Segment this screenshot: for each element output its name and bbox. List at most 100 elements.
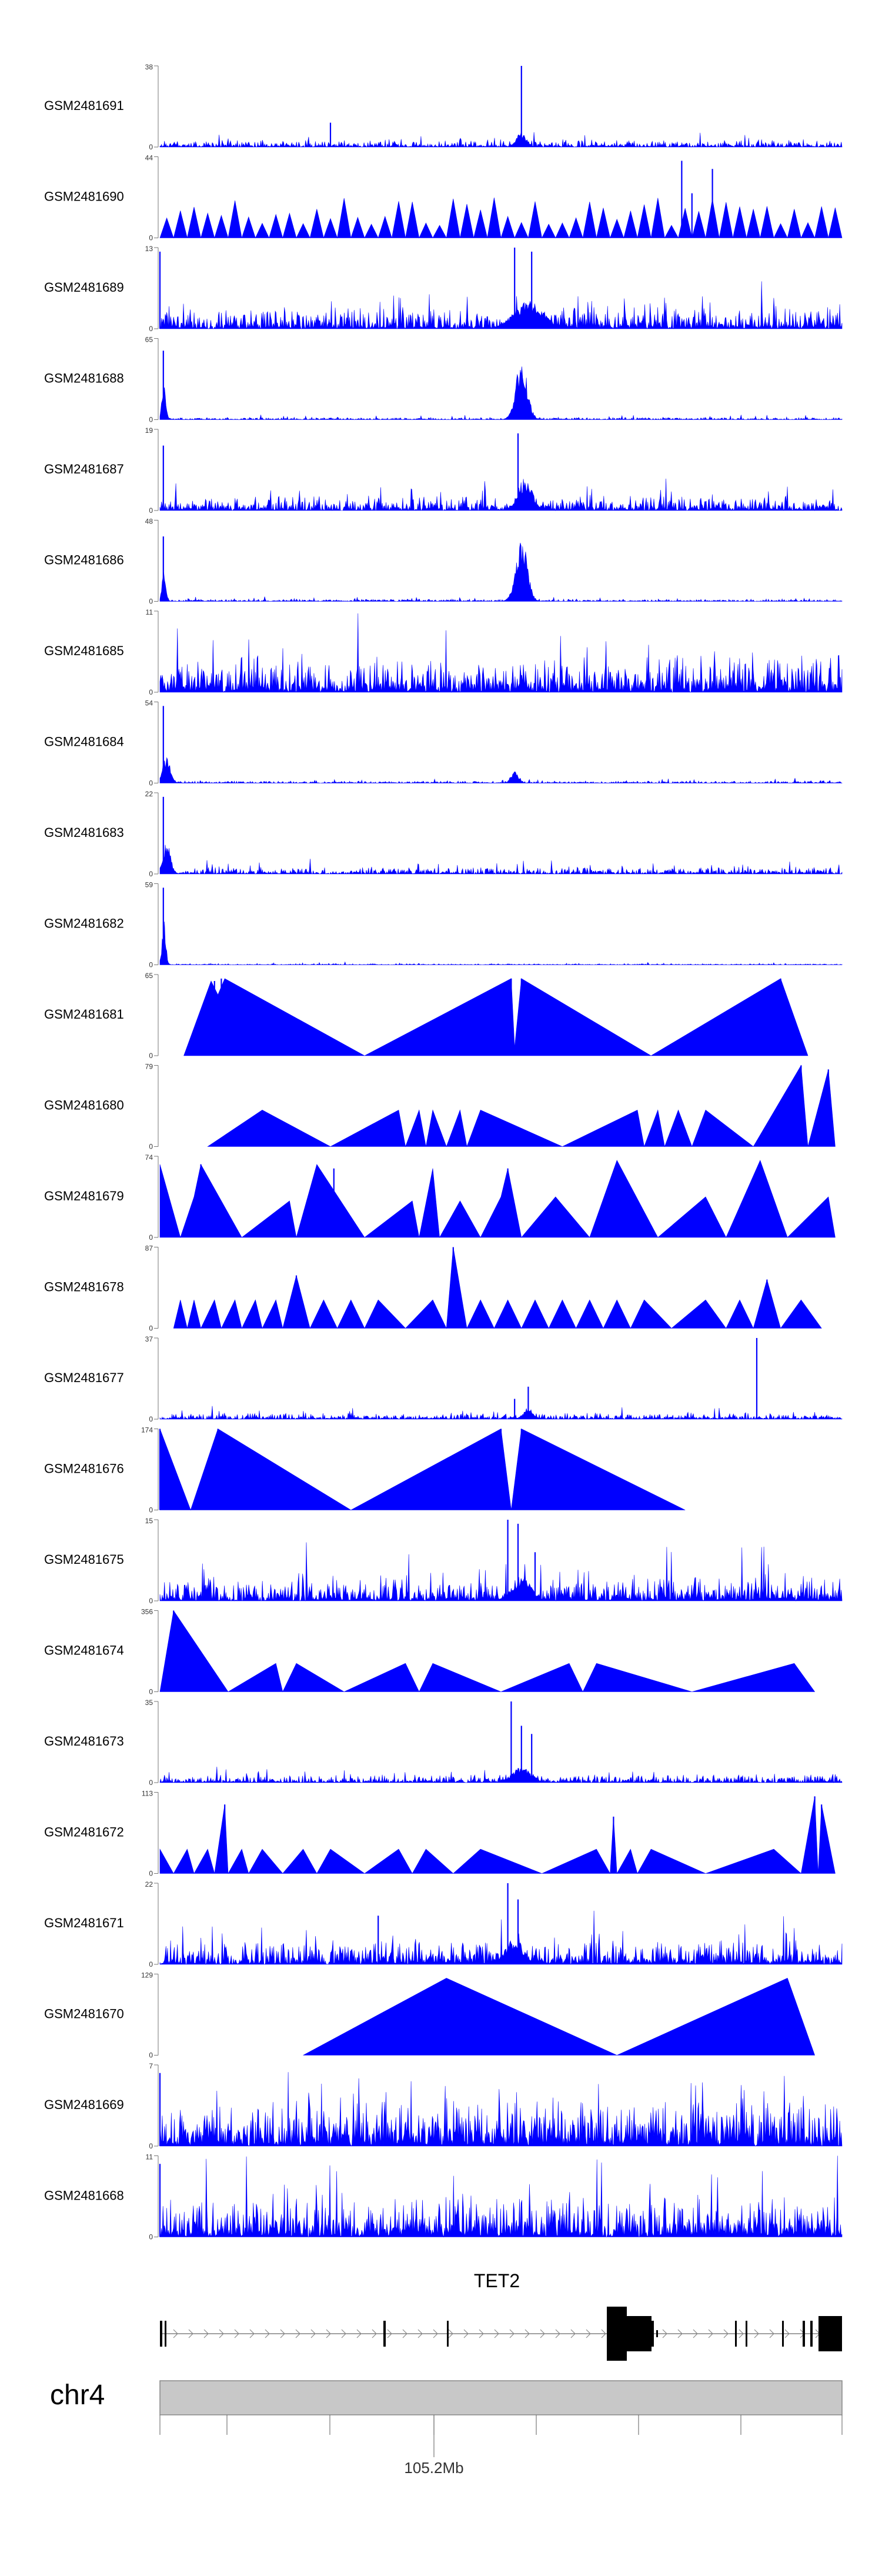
strand-arrow-icon [402, 2329, 407, 2338]
signal-area [159, 1406, 843, 1420]
y-min-label: 0 [149, 234, 153, 242]
strand-arrow-icon [173, 2329, 178, 2338]
track-label: GSM2481687 [44, 462, 124, 476]
strand-arrow-icon [479, 2329, 484, 2338]
strand-arrow-icon [188, 2329, 193, 2338]
track-GSM2481686: GSM2481686 48 0 [44, 518, 843, 606]
track-GSM2481671: GSM2481671 22 0 [44, 1880, 843, 1968]
strand-arrow-icon [708, 2329, 713, 2338]
signal-area [159, 1796, 836, 1874]
track-GSM2481675: GSM2481675 15 0 [44, 1517, 843, 1605]
y-min-label: 0 [149, 1324, 153, 1333]
chromosome-bar [159, 2380, 843, 2415]
exon [383, 2321, 386, 2347]
signal-area [159, 366, 843, 421]
signal-area [159, 921, 843, 966]
signal-area [159, 2155, 843, 2238]
strand-arrow-icon [265, 2329, 270, 2338]
y-max-label: 11 [146, 608, 153, 616]
signal-area [159, 2072, 843, 2147]
strand-arrow-icon [372, 2329, 377, 2338]
chromosome-ideogram: chr4 105.2Mb [50, 2380, 843, 2477]
exon [652, 2321, 654, 2347]
track-label: GSM2481675 [44, 1552, 124, 1567]
y-max-label: 7 [149, 2062, 153, 2070]
y-max-label: 22 [145, 1880, 153, 1888]
y-min-label: 0 [149, 1233, 153, 1242]
strand-arrow-icon [387, 2329, 392, 2338]
signal-area [159, 478, 843, 512]
track-label: GSM2481673 [44, 1734, 124, 1749]
signal-area [159, 1542, 843, 1602]
signal-area [159, 132, 843, 148]
track-GSM2481669: GSM2481669 7 0 [44, 2062, 843, 2150]
track-GSM2481673: GSM2481673 35 0 [44, 1699, 843, 1787]
y-min-label: 0 [149, 1052, 153, 1060]
exon [746, 2321, 747, 2347]
y-max-label: 19 [145, 426, 153, 435]
track-GSM2481674: GSM2481674 356 0 [44, 1608, 816, 1696]
strand-arrow-icon [693, 2329, 698, 2338]
strand-arrow-icon [234, 2329, 239, 2338]
track-GSM2481682: GSM2481682 59 0 [44, 881, 843, 969]
strand-arrow-icon [784, 2329, 790, 2338]
strand-arrow-icon [249, 2329, 255, 2338]
track-GSM2481681: GSM2481681 65 0 [44, 972, 808, 1060]
strand-arrow-icon [280, 2329, 285, 2338]
track-label: GSM2481683 [44, 825, 124, 840]
strand-arrow-icon [769, 2329, 774, 2338]
strand-arrow-icon [326, 2329, 331, 2338]
y-max-label: 13 [145, 245, 153, 253]
y-max-label: 15 [145, 1517, 153, 1525]
strand-arrow-icon [586, 2329, 591, 2338]
y-min-label: 0 [149, 416, 153, 424]
strand-arrow-icon [509, 2329, 514, 2338]
strand-arrow-icon [295, 2329, 300, 2338]
y-min-label: 0 [149, 1960, 153, 1968]
track-GSM2481676: GSM2481676 174 0 [44, 1426, 686, 1514]
y-max-label: 79 [145, 1063, 153, 1071]
strand-arrow-icon [356, 2329, 362, 2338]
strand-arrow-icon [310, 2329, 316, 2338]
signal-area [159, 613, 843, 693]
signal-tracks: GSM2481691380GSM2481690440GSM2481689130G… [44, 63, 843, 2241]
strand-arrow-icon [555, 2329, 560, 2338]
track-GSM2481685: GSM2481685 11 0 [44, 608, 843, 696]
y-min-label: 0 [149, 598, 153, 606]
track-GSM2481691: GSM2481691 38 0 [44, 63, 843, 151]
exon [165, 2321, 166, 2347]
y-max-label: 59 [145, 881, 153, 889]
signal-area [159, 198, 843, 239]
gene-model-track: TET2 [160, 2270, 842, 2361]
y-min-label: 0 [149, 779, 153, 788]
y-max-label: 174 [141, 1426, 153, 1434]
y-max-label: 87 [145, 1244, 153, 1253]
track-label: GSM2481669 [44, 2097, 124, 2112]
exon [627, 2316, 652, 2351]
signal-area [159, 845, 843, 875]
exon [818, 2316, 842, 2351]
strand-arrow-icon [494, 2329, 499, 2338]
strand-arrow-icon [540, 2329, 545, 2338]
track-GSM2481670: GSM2481670 129 0 [44, 1971, 816, 2060]
signal-area [159, 281, 843, 330]
y-min-label: 0 [149, 688, 153, 696]
strand-arrow-icon [662, 2329, 667, 2338]
y-max-label: 48 [145, 518, 153, 526]
exon [447, 2321, 449, 2347]
y-max-label: 113 [142, 1790, 153, 1798]
signal-area [159, 1429, 686, 1511]
track-GSM2481684: GSM2481684 54 0 [44, 699, 843, 788]
y-max-label: 356 [141, 1608, 153, 1616]
y-min-label: 0 [149, 1143, 153, 1151]
y-min-label: 0 [149, 961, 153, 969]
y-max-label: 65 [145, 972, 153, 980]
signal-area [159, 757, 843, 784]
track-GSM2481680: GSM2481680 79 0 [44, 1063, 836, 1151]
chromosome-label: chr4 [50, 2380, 105, 2411]
signal-area [207, 1065, 836, 1147]
strand-arrow-icon [677, 2329, 683, 2338]
strand-arrow-icon [601, 2329, 606, 2338]
y-max-label: 65 [145, 336, 153, 344]
track-label: GSM2481689 [44, 280, 124, 295]
